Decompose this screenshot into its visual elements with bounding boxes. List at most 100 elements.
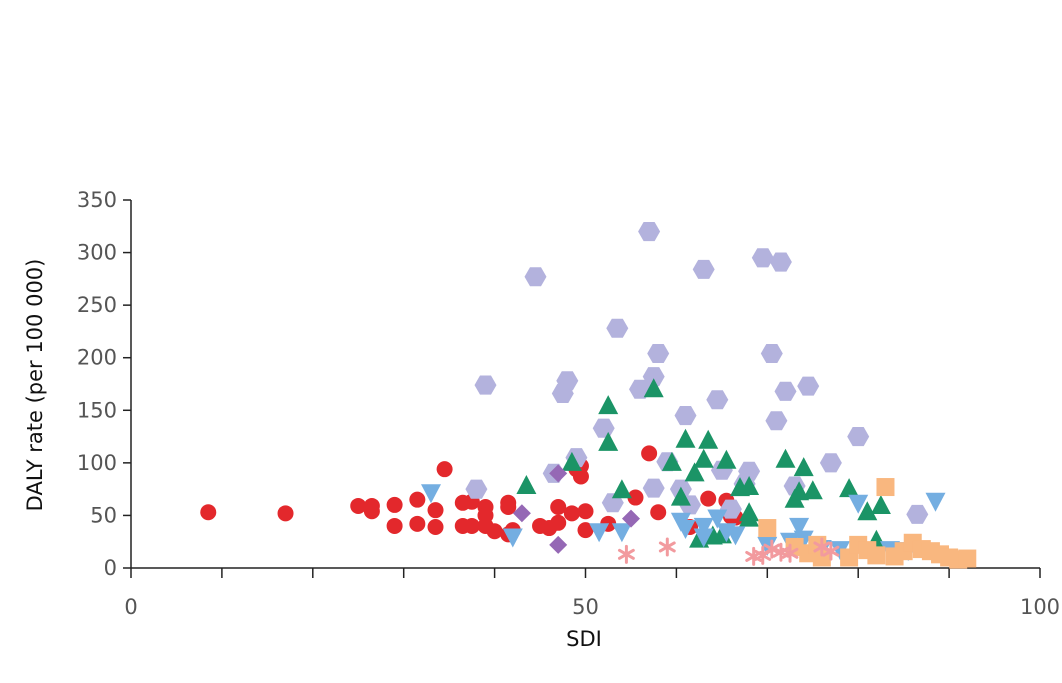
data-point-triangle-up [561,451,582,471]
data-point-asterisk [822,541,840,561]
data-point-triangle-up [857,501,878,521]
data-point-hexagon [638,222,661,242]
data-point-triangle-up [670,486,691,506]
data-point-hexagon [692,259,715,279]
data-point-circle [500,499,517,516]
data-point-triangle-up [684,462,705,482]
data-point-triangle-up [793,457,814,477]
x-axis-title: SDI [566,627,602,651]
data-point-hexagon [674,406,697,426]
data-point-triangle-up [739,476,760,495]
data-point-circle [436,461,453,478]
data-point-hexagon [819,453,842,473]
y-tick-label: 50 [90,503,117,527]
data-point-hexagon [556,371,579,391]
data-point-circle [563,505,580,522]
x-tick-label: 0 [124,595,137,619]
y-tick-label: 250 [77,293,117,317]
data-point-square [867,546,886,565]
y-tick-label: 100 [77,451,117,475]
data-point-asterisk [781,543,799,563]
y-tick-label: 0 [104,556,117,580]
data-point-hexagon [774,381,797,401]
x-tick-label: 100 [1020,595,1060,619]
data-point-hexagon [647,344,670,363]
data-point-triangle-down [925,492,946,512]
data-point-triangle-up [516,475,537,494]
data-point-hexagon [706,390,729,410]
data-point-circle [409,491,426,508]
data-point-circle [463,517,480,534]
data-point-circle [627,489,644,506]
data-point-hexagon [524,267,547,287]
x-tick-label: 50 [572,595,599,619]
data-point-triangle-up [643,378,664,398]
data-point-triangle-down [848,494,869,514]
data-point-square [758,519,777,538]
y-tick-label: 150 [77,398,117,422]
data-point-triangle-down [675,520,696,539]
data-point-hexagon [465,479,488,499]
data-point-triangle-down [707,509,728,529]
data-point-circle [386,517,403,534]
data-point-circle [427,518,444,535]
data-point-circle [577,503,594,520]
data-point-hexagon [738,461,761,481]
data-point-triangle-up [716,449,737,469]
data-point-hexagon [751,248,774,268]
data-point-hexagon [474,375,497,395]
data-point-triangle-up [870,495,891,514]
data-point-hexagon [642,478,665,498]
data-point-triangle-up [675,428,696,448]
data-point-asterisk [617,544,635,564]
data-point-triangle-down [830,541,850,561]
data-point-triangle-up [598,431,619,451]
y-tick-label: 200 [77,346,117,370]
data-point-triangle-down [725,526,746,546]
data-point-triangle-up [598,395,619,415]
y-tick-label: 350 [77,188,117,212]
data-point-triangle-down [789,517,810,537]
data-point-hexagon [906,504,929,524]
data-point-circle [350,497,367,514]
data-point-hexagon [847,427,870,447]
data-point-circle [641,445,658,462]
data-point-triangle-up [661,451,682,471]
data-point-triangle-down [502,528,523,548]
data-point-hexagon [760,344,783,363]
data-point-square [876,478,895,497]
data-point-triangle-down [589,523,610,543]
data-point-circle [386,496,403,513]
data-point-hexagon [642,367,665,387]
data-point-circle [577,522,594,539]
data-point-triangle-down [693,528,714,548]
data-point-triangle-up [693,448,714,468]
data-point-triangle-up [775,448,796,468]
data-point-circle [650,504,667,521]
data-point-triangle-up [839,478,860,498]
data-point-diamond [512,504,531,523]
data-point-triangle-down [693,517,714,537]
data-point-triangle-down [793,530,814,550]
data-point-square [958,549,977,568]
data-point-diamond [549,535,568,554]
data-point-triangle-up [698,429,719,449]
data-point-circle [572,468,589,485]
data-point-circle [550,499,567,516]
data-point-hexagon [606,318,629,338]
data-point-triangle-up [802,480,823,500]
data-points [200,222,977,569]
data-point-circle [700,490,717,507]
data-point-hexagon [719,499,742,519]
axes: 0 50 100 150 200 250 300 350 0 50 100 [77,188,1060,619]
data-point-hexagon [592,418,615,438]
data-point-hexagon [797,376,820,396]
data-point-diamond [549,464,568,483]
data-point-circle [200,504,217,521]
data-point-triangle-down [611,523,632,543]
data-point-diamond [622,509,640,528]
data-point-hexagon [769,252,792,272]
data-point-asterisk [658,537,676,557]
data-point-triangle-down [421,484,441,504]
